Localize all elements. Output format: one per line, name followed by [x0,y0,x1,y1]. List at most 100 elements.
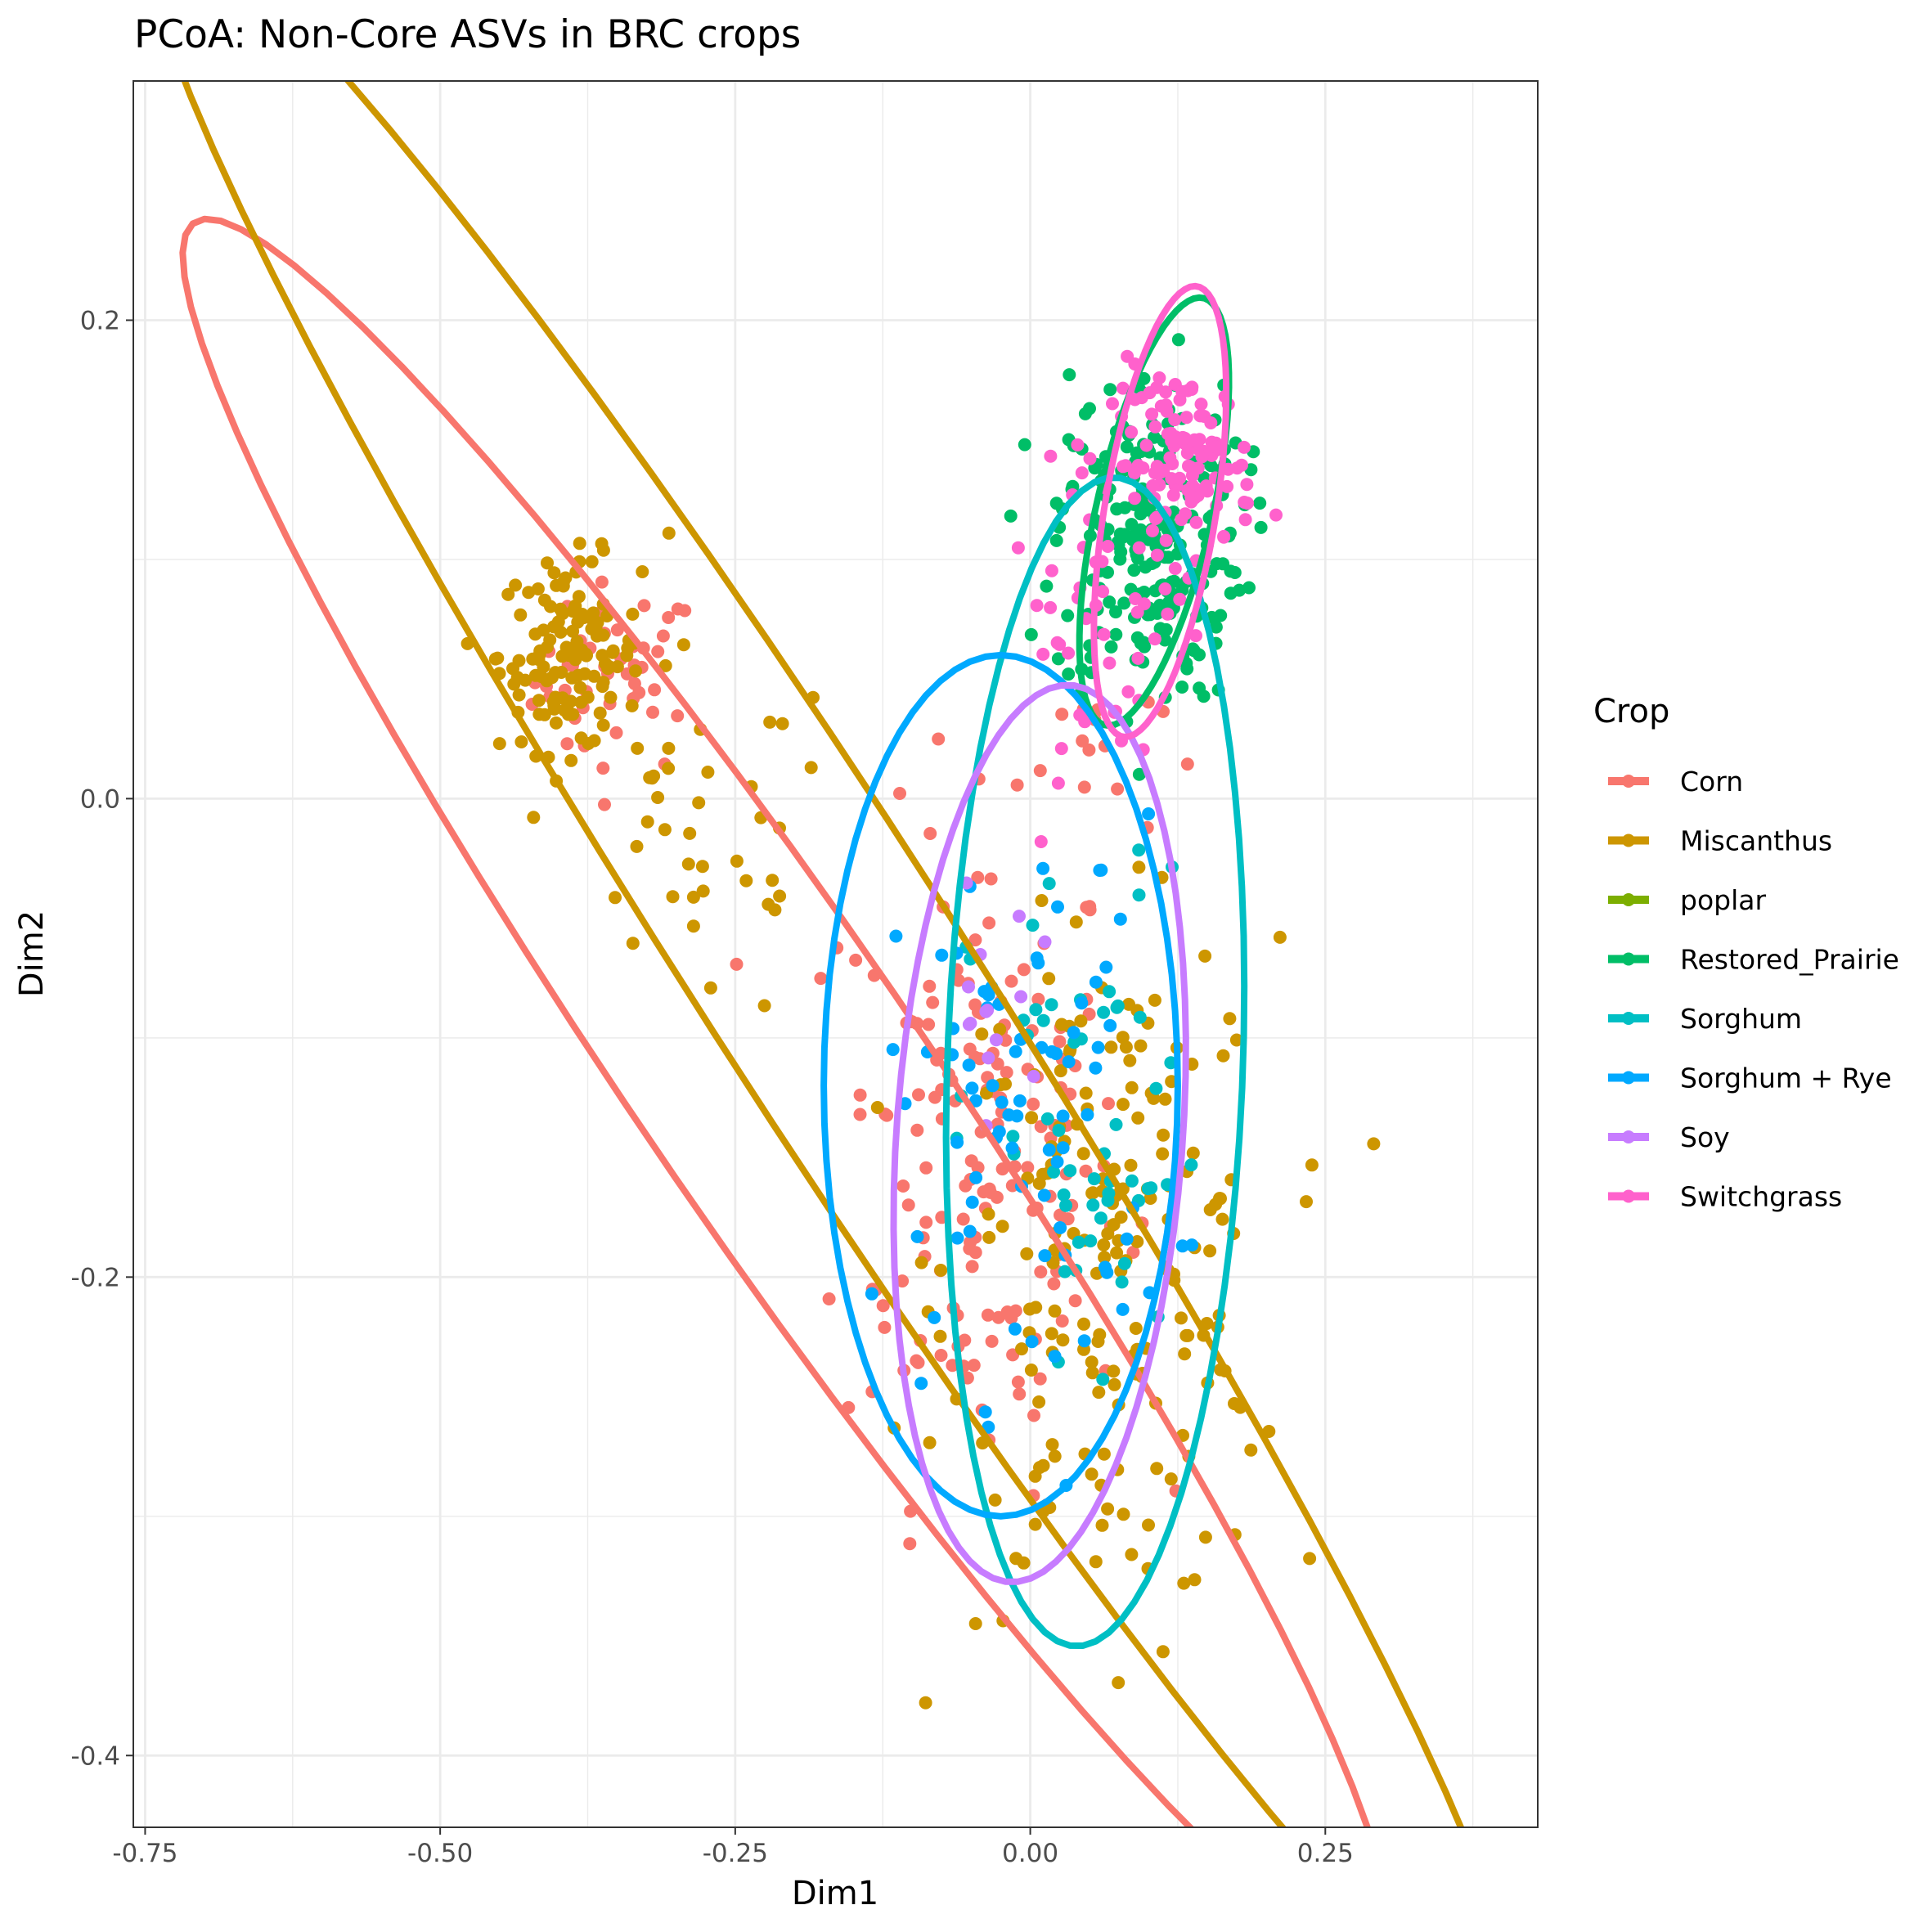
data-point [1113,912,1127,926]
data-point [1104,1040,1118,1054]
data-point [1110,1246,1124,1260]
data-point [492,737,506,751]
data-point [1134,1039,1148,1053]
x-axis: -0.75 -0.50 -0.25 0.00 0.25 [112,1827,1354,1868]
y-tick-label: -0.2 [71,1263,121,1292]
data-point [595,649,609,663]
data-point [1139,438,1153,452]
data-point [1089,1555,1103,1569]
data-point [540,674,554,688]
data-point [1125,1081,1139,1094]
data-point [1031,956,1045,970]
data-point [590,629,604,643]
data-point [1117,528,1131,541]
data-point [1036,1013,1050,1027]
data-point [1148,584,1162,598]
data-point [1137,636,1151,649]
data-point [1103,595,1117,609]
data-point [1228,1397,1241,1410]
data-point [550,578,564,592]
data-point [1055,1314,1069,1328]
data-point [1045,1327,1058,1341]
x-axis-title: Dim1 [792,1875,878,1912]
data-point [1082,743,1096,757]
data-point [928,1090,941,1104]
data-point [1123,1054,1137,1067]
legend-label: Sorghum [1680,1003,1802,1035]
data-point [1013,1387,1027,1401]
data-point [1220,479,1234,493]
data-point [1045,998,1058,1012]
data-point [1128,492,1142,505]
data-point [1037,1188,1051,1202]
chart-title: PCoA: Non-Core ASVs in BRC crops [134,12,801,57]
data-point [1048,1304,1062,1318]
x-tick-label: 0.25 [1297,1839,1354,1868]
data-point [582,737,595,750]
data-point [626,607,640,621]
data-point [585,555,599,568]
data-point [1054,1221,1067,1234]
data-point [1040,579,1054,593]
data-point [1067,1026,1081,1040]
data-point [1077,1334,1091,1348]
data-point [950,1135,964,1149]
data-point [903,1537,917,1551]
data-point [662,611,676,624]
data-point [968,1617,982,1630]
data-point [1188,1573,1202,1587]
data-point [1077,1317,1090,1331]
data-point [543,633,557,647]
data-point [568,599,582,613]
data-point [992,1125,1006,1139]
data-point [1049,1047,1063,1061]
data-point [1116,1302,1130,1316]
data-point [1054,742,1068,756]
data-point [814,972,828,986]
data-point [978,1405,992,1419]
data-point [1215,1212,1229,1226]
data-point [1014,990,1028,1004]
data-point [609,726,623,739]
data-point [1010,778,1024,792]
data-point [1150,460,1164,474]
data-point [932,732,946,746]
data-point [1062,1055,1076,1069]
plot-panel-border [133,80,1539,1828]
data-point [1099,960,1113,974]
data-point [982,1230,996,1244]
data-point [1062,667,1076,681]
data-point [1094,863,1108,877]
data-point [1097,1005,1111,1019]
data-point [1131,1111,1145,1125]
data-point [853,1088,867,1102]
data-point [964,1154,978,1168]
data-point [853,1108,867,1121]
data-point [1175,1239,1189,1253]
data-point [1062,646,1076,660]
data-point [695,860,709,874]
data-point [1159,622,1173,636]
data-point [1073,708,1087,722]
data-point [1005,1141,1019,1155]
data-point [1216,1049,1230,1063]
data-point [1198,949,1212,963]
legend-key [1608,893,1649,906]
data-point [671,709,685,723]
data-point [573,537,586,550]
data-point [1194,398,1208,411]
data-point [1015,1342,1028,1356]
data-point [981,1308,995,1322]
data-point [1051,776,1065,790]
data-point [1085,1366,1099,1380]
data-point [919,1696,932,1710]
data-point [554,602,568,616]
data-point [1159,533,1173,547]
data-point [1103,985,1117,999]
data-point [636,565,649,578]
data-point [1173,592,1187,606]
data-point [923,827,937,840]
data-point [1025,1335,1039,1349]
data-point [1013,910,1026,923]
